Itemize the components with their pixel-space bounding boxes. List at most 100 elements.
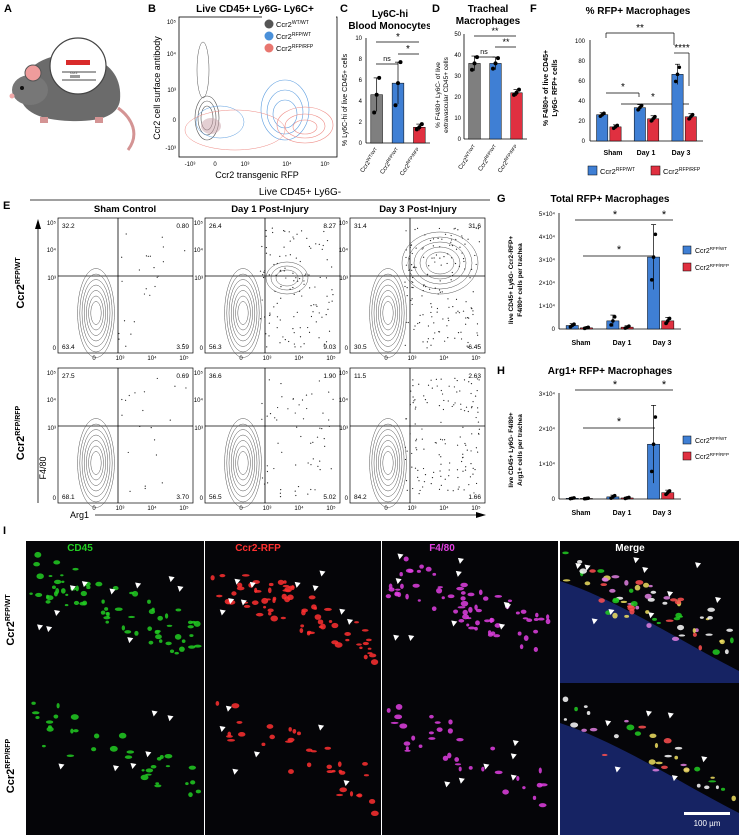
event-dot <box>427 325 430 327</box>
cell-signal <box>41 744 46 748</box>
legend-rfp-rfp: Ccr2RFP/RFP <box>663 167 701 176</box>
quadrant-percentage: 8.27 <box>323 223 336 230</box>
cell-signal <box>437 586 443 589</box>
channel-labels: CD45 Ccr2-RFP F4/80 Merge <box>67 543 645 554</box>
event-dot <box>467 317 469 319</box>
event-dot <box>460 403 462 405</box>
event-dot <box>443 439 446 441</box>
event-dot <box>275 274 277 276</box>
event-dot <box>129 490 131 492</box>
cell-signal <box>447 594 455 599</box>
svg-text:0: 0 <box>458 137 462 143</box>
event-dot <box>470 407 473 409</box>
panel-c-data-point <box>374 92 379 97</box>
event-dot <box>288 340 290 343</box>
cell-signal <box>635 580 644 585</box>
contour-line <box>228 429 258 497</box>
event-dot <box>266 482 269 484</box>
event-dot <box>462 470 464 472</box>
event-dot <box>328 425 330 428</box>
panel-d-yticks: 50 40 30 20 10 0 <box>454 32 461 143</box>
cell-signal <box>490 746 496 751</box>
contour-line <box>373 429 403 497</box>
arrowhead-marker <box>575 563 582 570</box>
cell-signal <box>584 581 591 586</box>
event-dot <box>121 280 123 282</box>
contour-line <box>235 295 251 331</box>
svg-text:*: * <box>617 416 622 428</box>
cell-signal <box>516 776 520 781</box>
cell-signal <box>93 733 100 739</box>
event-dot <box>446 325 448 327</box>
panel-b-xlabel: Ccr2 transgenic RFP <box>215 170 299 180</box>
cell-signal <box>484 619 491 623</box>
event-dot <box>461 460 463 463</box>
panel-c-ylabel: % Ly6C-hi of live CD45+ cells <box>342 53 349 146</box>
flow-plot: 31.4 31.6 30.5 6.45 10⁵ 10⁴ 10³ 0 0 10³ 10⁴ 10⁵ <box>339 217 486 362</box>
cell-signal <box>678 615 683 618</box>
event-dot <box>295 494 297 497</box>
event-dot <box>456 391 458 393</box>
event-dot <box>465 466 467 468</box>
event-dot <box>412 276 414 279</box>
event-dot <box>440 421 442 423</box>
cell-signal <box>456 586 465 591</box>
cell-signal <box>370 659 379 665</box>
contour-line <box>90 301 102 325</box>
cell-signal <box>628 588 634 593</box>
event-dot <box>301 399 304 401</box>
cell-signal <box>314 614 322 620</box>
event-dot <box>263 483 266 485</box>
cell-signal <box>66 754 75 757</box>
cell-signal <box>270 615 279 622</box>
cell-signal <box>114 607 123 611</box>
cell-signal <box>692 628 696 633</box>
event-dot <box>460 338 463 340</box>
cell-signal <box>344 632 351 637</box>
event-dot <box>457 332 460 334</box>
svg-text:Ccr2RFP/RFP: Ccr2RFP/RFP <box>496 144 521 175</box>
event-dot <box>447 298 449 300</box>
event-dot <box>421 248 423 250</box>
cell-signal <box>36 573 44 580</box>
panel-f: F % RFP+ Macrophages % F4/80+ of live CD… <box>530 3 703 176</box>
cell-signal <box>428 731 434 735</box>
svg-text:Day 3: Day 3 <box>672 150 691 157</box>
arrowhead-marker <box>135 582 142 589</box>
arrowhead-marker <box>701 756 708 763</box>
event-dot <box>423 481 426 483</box>
event-dot <box>477 407 479 409</box>
event-dot <box>455 298 458 300</box>
dapi-tissue <box>560 723 739 835</box>
event-dot <box>328 301 330 303</box>
cell-signal <box>577 559 583 564</box>
event-dot <box>325 341 328 343</box>
event-dot <box>469 476 472 478</box>
event-dot <box>408 258 410 260</box>
flow-x-tick: 0 <box>92 506 96 512</box>
panel-g-xlabels: Sham Day 1 Day 3 <box>571 340 671 347</box>
cell-signal <box>339 787 347 793</box>
panel-h-data-point <box>612 493 617 498</box>
flow-y-tick: 10⁵ <box>194 220 204 227</box>
event-dot <box>321 316 323 318</box>
panel-b-xticks: -10³ 0 10³ 10⁴ 10⁵ <box>185 161 330 168</box>
event-dot <box>184 250 186 252</box>
flow-x-tick: 10³ <box>116 356 125 362</box>
cell-signal <box>140 774 149 781</box>
event-dot <box>312 441 314 443</box>
cell-signal <box>458 766 462 772</box>
cell-signal <box>678 634 686 637</box>
cell-signal <box>121 625 126 631</box>
flow-x-tick: 10³ <box>263 506 272 512</box>
cell-signal <box>300 624 305 628</box>
event-dot <box>440 389 442 392</box>
cell-signal <box>428 737 436 740</box>
panel-d-data-point <box>517 87 521 92</box>
event-dot <box>475 227 477 229</box>
event-dot <box>307 493 309 495</box>
cell-signal <box>390 721 399 724</box>
cell-signal <box>648 759 656 765</box>
cell-signal <box>150 765 157 769</box>
event-dot <box>467 341 469 344</box>
